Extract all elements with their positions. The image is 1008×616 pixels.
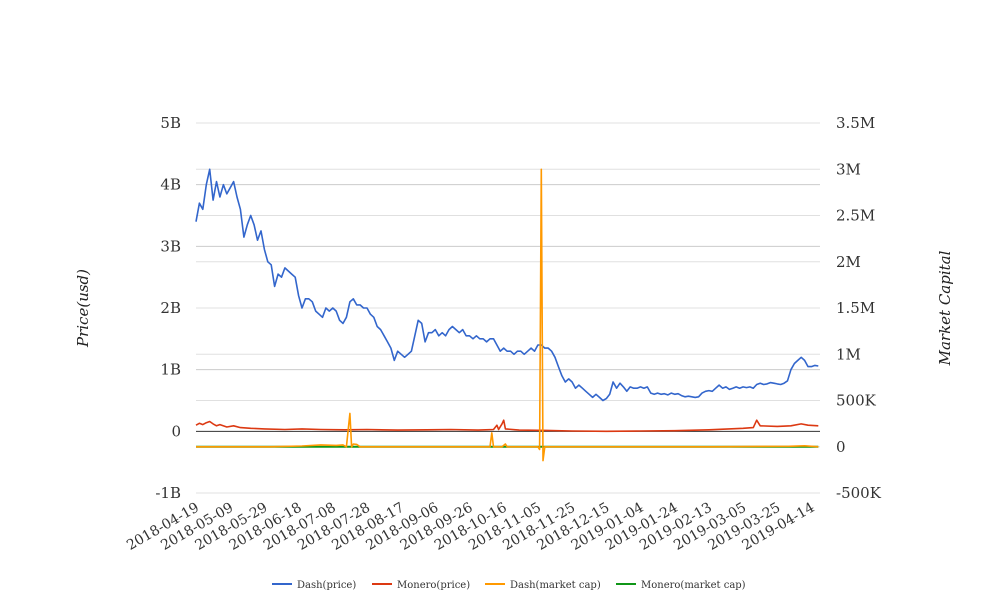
y2-tick-label: 3.5M [836, 114, 875, 132]
series-line-2 [196, 168, 819, 462]
y-tick-label: 5B [160, 114, 181, 132]
y-axis-title: Price(usd) [74, 269, 92, 348]
y-tick-label: 1B [160, 361, 181, 379]
y2-tick-label: 1M [836, 345, 861, 363]
grid-lines [196, 122, 820, 494]
x-axis: 2018-04-192018-05-092018-05-292018-06-18… [124, 500, 817, 554]
y-tick-label: 0 [171, 422, 181, 440]
legend-label: Dash(market cap) [510, 580, 601, 591]
y2-tick-label: 0 [836, 438, 846, 456]
y2-tick-label: -500K [836, 484, 882, 502]
y2-axis-title: Market Capital [936, 250, 954, 366]
legend-label: Monero(market cap) [641, 580, 746, 591]
y2-tick-label: 3M [836, 160, 861, 178]
y-axis-left: -1B 0 1B 2B 3B 4B 5B [155, 114, 181, 502]
series-line-1 [195, 419, 819, 433]
legend: Dash(price) Monero(price) Dash(market cap)… [272, 580, 746, 591]
y2-tick-label: 2M [836, 253, 861, 271]
y-tick-label: 3B [160, 237, 181, 255]
legend-label: Monero(price) [397, 580, 470, 591]
y2-tick-label: 1.5M [836, 299, 875, 317]
y-tick-label: 4B [160, 176, 181, 194]
y2-tick-label: 2.5M [836, 207, 875, 225]
series-line-0 [195, 168, 819, 402]
legend-label: Dash(price) [297, 580, 356, 591]
y-axis-right: -500K 0 500K 1M 1.5M 2M 2.5M 3M 3.5M [836, 114, 882, 502]
y-tick-label: 2B [160, 299, 181, 317]
y2-tick-label: 500K [836, 392, 877, 410]
y-tick-label: -1B [155, 484, 181, 502]
plot-area [195, 168, 819, 462]
